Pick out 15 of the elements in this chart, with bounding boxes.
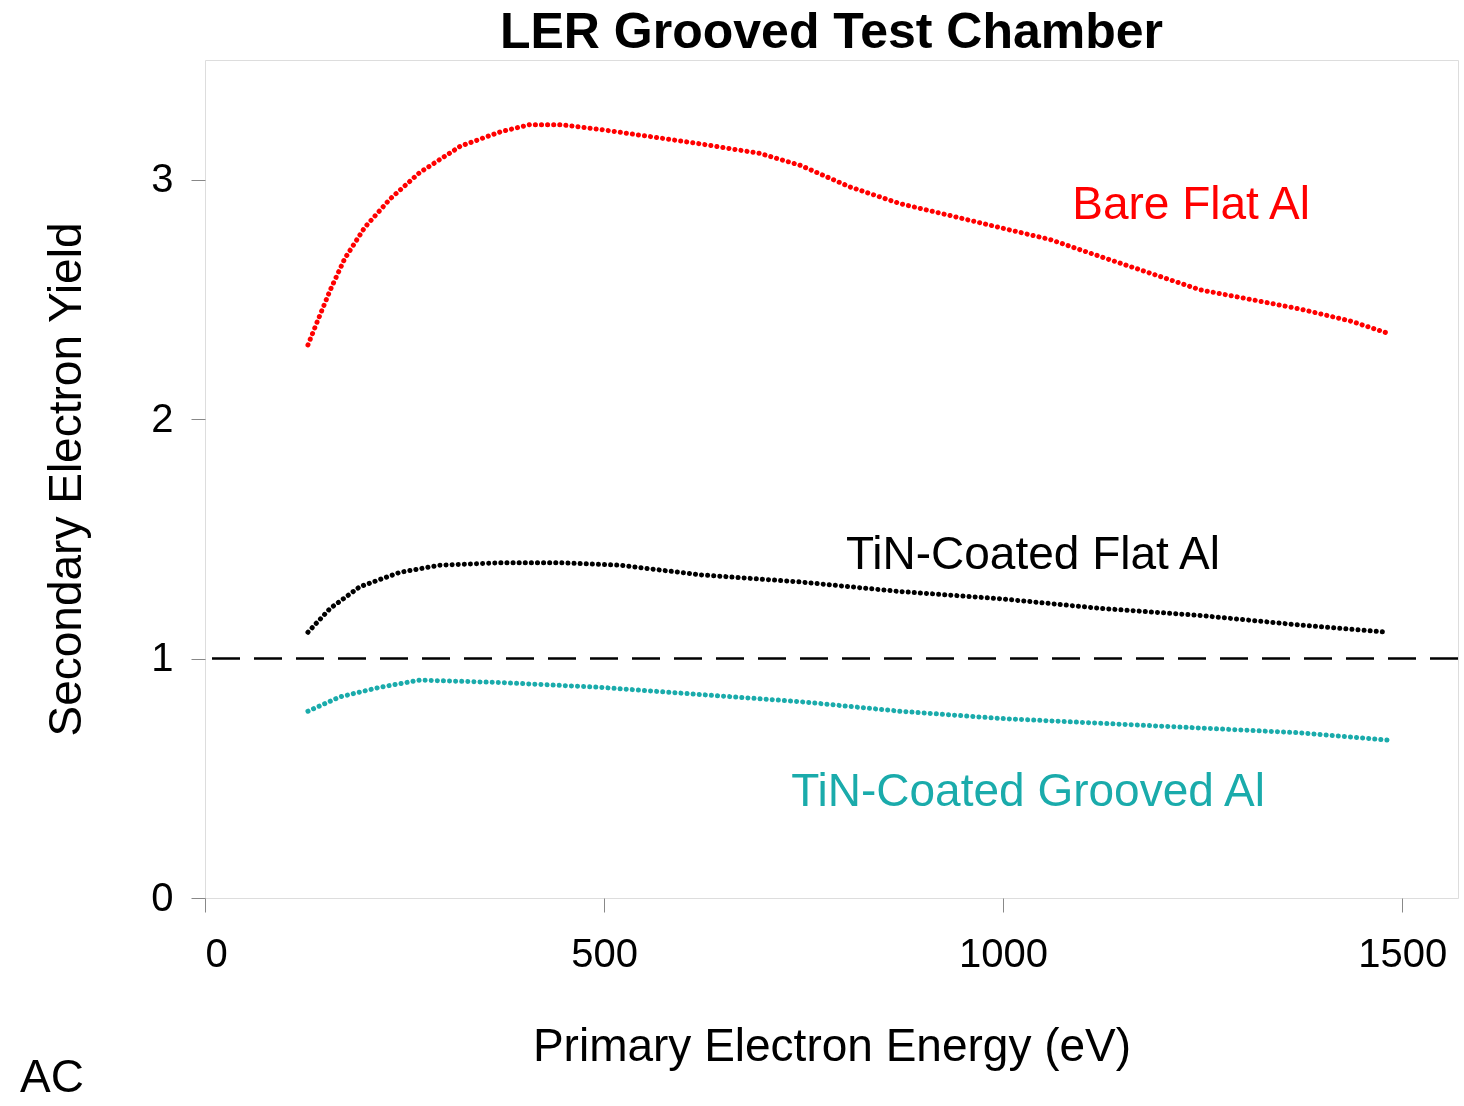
y-axis-title: Secondary Electron Yield: [39, 222, 92, 737]
y-tick-label: 0: [151, 874, 174, 919]
x-tick-label: 500: [571, 930, 638, 975]
x-tick-label: 1000: [959, 930, 1049, 975]
series-label: TiN-Coated Flat Al: [845, 527, 1220, 579]
y-tick-label: 3: [151, 156, 174, 201]
chart-title: LER Grooved Test Chamber: [499, 3, 1164, 59]
x-tick-label: 0: [205, 930, 228, 975]
series-label: TiN-Coated Grooved Al: [791, 764, 1265, 816]
series-label: Bare Flat Al: [1072, 177, 1310, 229]
x-axis-title: Primary Electron Energy (eV): [532, 1018, 1132, 1071]
y-tick-label: 1: [151, 635, 174, 680]
x-tick-label: 1500: [1358, 930, 1448, 975]
y-tick-label: 2: [151, 395, 174, 440]
text: AC: [20, 1050, 84, 1102]
